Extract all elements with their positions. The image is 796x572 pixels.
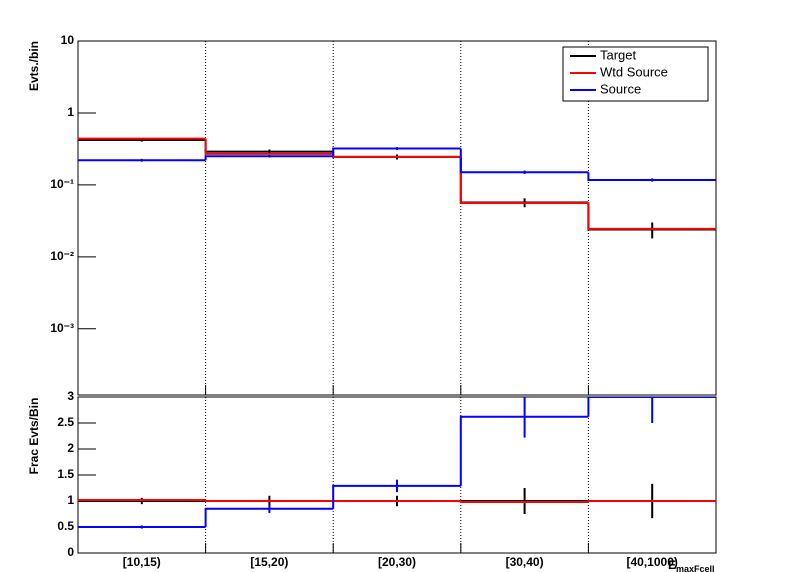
y-tick-label: 1 [67,105,74,119]
y-tick-label: 10⁻¹ [50,177,74,191]
x-axis-label-sub: maxFcell [676,564,715,572]
x-tick-label: [20,30) [378,555,416,569]
legend-label: Target [600,47,637,62]
y-tick-label: 0 [67,545,74,559]
plot-frame [77,40,717,396]
plot-area [78,137,716,239]
histogram-step [204,507,334,527]
histogram-step [459,501,589,504]
x-axis-label-main: E [668,558,676,572]
y-tick-label: 10⁻² [50,249,74,263]
y-tick-label: 10⁻³ [50,321,74,335]
x-tick-label: [30,40) [506,555,544,569]
x-axis-label: EmaxFcell [668,558,715,572]
legend-label: Wtd Source [600,64,668,79]
x-tick-label: [10,15) [123,555,161,569]
histogram-step [204,499,334,502]
histogram-step [332,484,461,509]
histogram-step [204,138,334,155]
y-axis-label: Frac Evts/Bin [27,398,41,475]
histogram-step [587,172,716,181]
histogram-step [204,155,334,161]
y-tick-label: 2.5 [57,415,74,429]
y-tick-label: 1.5 [57,467,74,481]
histogram-step [459,415,589,486]
histogram-step [459,148,589,174]
y-tick-label: 0.5 [57,519,74,533]
histogram-step [587,397,716,417]
histogram-step [587,202,716,230]
y-tick-label: 1 [67,493,74,507]
y-tick-label: 10 [61,33,75,47]
x-tick-label: [15,20) [250,555,288,569]
x-tick-label: [40,1000) [627,555,678,569]
y-axis-label: Evts./bin [27,41,41,91]
histogram-step [332,147,461,157]
histogram-step [587,500,716,503]
plot-area [78,397,716,529]
y-tick-label: 3 [67,389,74,403]
y-tick-label: 2 [67,441,74,455]
legend-label: Source [600,81,641,96]
